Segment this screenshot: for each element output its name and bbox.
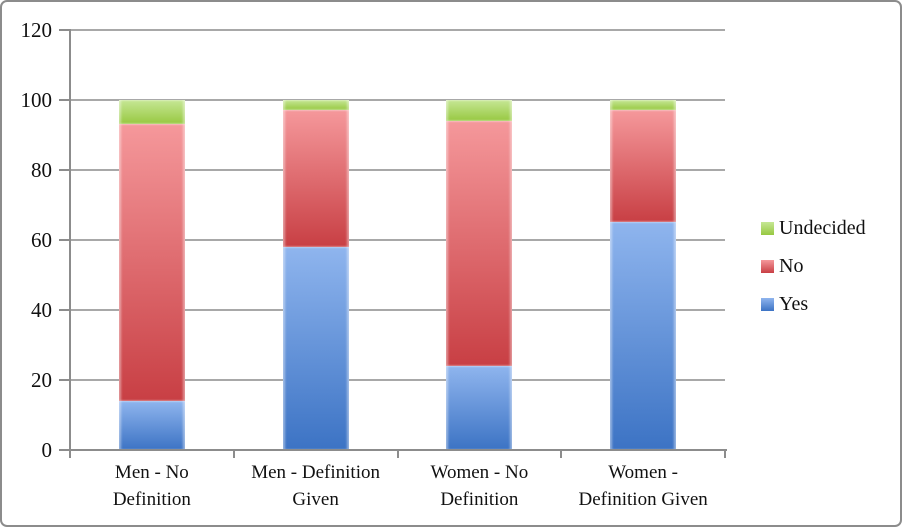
legend-swatch-no [761,259,774,273]
bar-segment-yes-2 [282,246,349,450]
x-tick-label-line: Men - Definition [251,462,380,483]
y-axis-tick [59,308,71,311]
bar-segment-undecided-2 [282,99,349,111]
gridline [70,378,725,381]
x-axis-tick [724,450,726,458]
y-axis-tick [59,238,71,241]
gridline [70,28,725,31]
x-tick-label-line: Women - [608,462,678,483]
bar-segment-undecided-3 [446,99,513,121]
x-axis-tick [69,450,71,458]
bar-segment-no-1 [118,124,185,401]
legend-item-undecided: Undecided [761,217,866,239]
y-tick-label: 80 [31,157,52,182]
y-tick-label: 120 [20,17,53,42]
y-tick-label: 60 [31,227,52,252]
x-tick-label: Men - Definition Given [234,459,398,513]
x-axis-tick [232,450,235,458]
y-axis-tick [59,378,71,381]
bar-segment-yes-4 [610,222,677,450]
bar-segment-no-2 [282,110,349,247]
bar-segment-yes-3 [446,365,513,450]
x-tick-label-line: Men - No [114,462,189,483]
legend-swatch-undecided [761,221,774,235]
x-tick-label-line: Given [292,489,339,510]
y-tick-label: 40 [31,297,52,322]
legend-label-yes: Yes [779,292,809,315]
gridline [70,98,725,101]
x-tick-label-line: Women - No [430,462,529,483]
y-axis-tick [59,168,71,171]
y-axis-line [69,29,71,458]
x-tick-label-line: Definition Given [578,489,708,510]
bar-segment-yes-1 [118,400,185,450]
x-tick-label: Women - Definition Given [561,459,725,513]
x-tick-label-line: Definition [440,489,519,510]
bar-segment-undecided-4 [610,99,677,111]
x-axis-tick [560,450,563,458]
y-axis-tick [59,98,71,101]
legend-label-no: No [779,254,804,277]
x-tick-label: Men - No Definition [70,459,234,513]
x-tick-label-line: Definition [112,489,191,510]
x-axis-tick [396,450,399,458]
y-tick-label: 100 [20,87,53,112]
bar-segment-no-3 [446,120,513,366]
y-tick-label: 20 [31,367,52,392]
gridline [70,238,725,241]
gridline [70,168,725,171]
y-tick-label: 0 [41,438,53,462]
y-axis-tick [59,449,71,451]
x-tick-label: Women - No Definition [397,459,561,513]
legend-item-yes: Yes [761,293,808,315]
bar-segment-undecided-1 [118,99,185,125]
legend-label-undecided: Undecided [779,216,866,239]
gridline [70,308,725,311]
bar-segment-no-4 [610,110,677,223]
legend-item-no: No [761,255,803,277]
legend-swatch-yes [761,297,774,311]
y-axis-tick [59,28,71,31]
